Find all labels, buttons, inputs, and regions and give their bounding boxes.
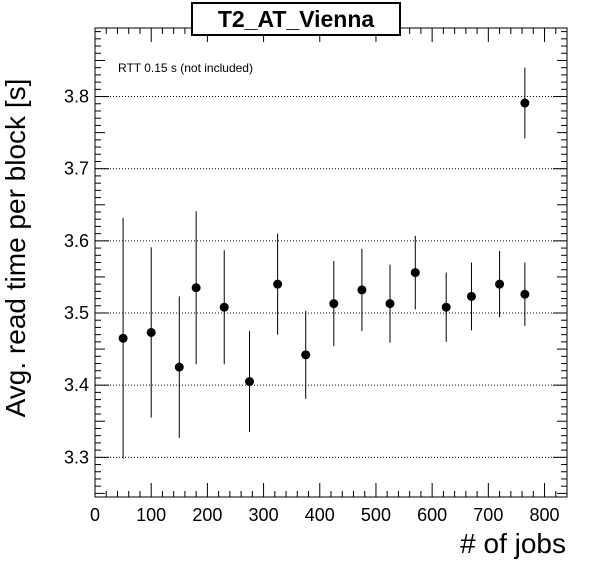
x-tick-label: 300 <box>249 505 279 525</box>
x-tick-label: 600 <box>417 505 447 525</box>
axis-ticks <box>94 28 568 497</box>
y-tick-label: 3.3 <box>64 447 89 467</box>
tick-labels: 3.3 3.4 3.5 3.6 3.7 3.8 0 100 200 300 400 500 600 700… <box>64 87 560 525</box>
data-point <box>466 291 476 301</box>
data-point <box>385 299 395 309</box>
data-point <box>441 302 451 312</box>
data-point <box>520 289 530 299</box>
x-axis-label: # of jobs <box>460 528 566 559</box>
y-tick-label: 3.7 <box>64 159 89 179</box>
data-point <box>146 327 156 337</box>
data-point <box>495 279 505 289</box>
x-tick-label: 100 <box>136 505 166 525</box>
y-axis-label: Avg. read time per block [s] <box>0 78 31 418</box>
x-tick-label: 200 <box>192 505 222 525</box>
grid-lines <box>95 96 567 458</box>
data-point <box>329 299 339 309</box>
data-point <box>219 302 229 312</box>
data-point <box>357 285 367 295</box>
data-point <box>273 279 283 289</box>
y-tick-label: 3.5 <box>64 303 89 323</box>
plot-frame <box>94 27 568 498</box>
chart-annotation: RTT 0.15 s (not included) <box>118 61 253 75</box>
x-tick-label: 700 <box>473 505 503 525</box>
data-points <box>118 67 530 459</box>
data-point <box>174 362 184 372</box>
y-tick-label: 3.4 <box>64 375 89 395</box>
x-tick-label: 500 <box>361 505 391 525</box>
chart-title: T2_AT_Vienna <box>191 2 401 36</box>
x-tick-label: 800 <box>530 505 560 525</box>
y-tick-label: 3.6 <box>64 231 89 251</box>
y-tick-label: 3.8 <box>64 87 89 107</box>
x-tick-label: 400 <box>305 505 335 525</box>
data-point <box>245 377 255 387</box>
data-point <box>301 350 311 360</box>
data-point <box>520 98 530 108</box>
x-tick-label: 0 <box>90 505 100 525</box>
data-point <box>118 333 128 343</box>
data-point <box>191 283 201 293</box>
data-point <box>410 268 420 278</box>
